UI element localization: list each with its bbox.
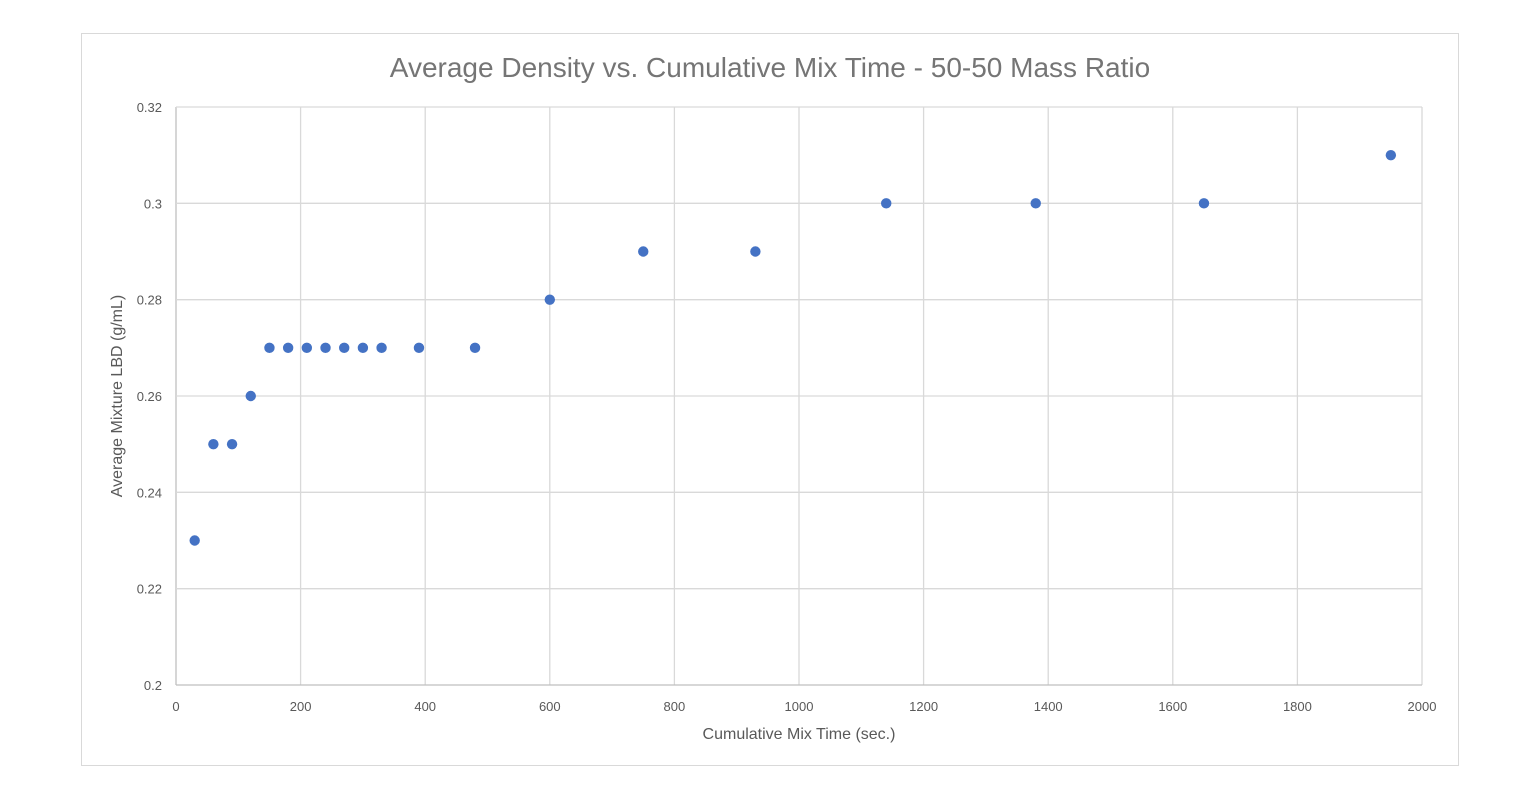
y-tick-label: 0.2: [144, 678, 162, 693]
x-tick-label: 800: [664, 699, 686, 714]
x-tick-label: 200: [290, 699, 312, 714]
data-point: [339, 342, 350, 354]
data-point: [1030, 198, 1041, 209]
data-point: [469, 342, 481, 354]
chart-title: Average Density vs. Cumulative Mix Time …: [390, 52, 1150, 83]
data-point: [413, 342, 425, 354]
y-tick-label: 0.22: [137, 582, 162, 597]
chart-frame: [81, 33, 1459, 766]
x-tick-label: 600: [539, 699, 561, 714]
data-point: [750, 246, 761, 257]
data-point: [1198, 198, 1210, 209]
y-tick-label: 0.26: [137, 389, 162, 404]
x-tick-label: 1800: [1283, 699, 1312, 714]
data-point: [301, 342, 313, 354]
data-point: [320, 342, 331, 354]
data-point: [544, 294, 555, 305]
data-point: [226, 438, 238, 450]
x-tick-label: 0: [172, 699, 179, 714]
data-point: [1385, 149, 1397, 161]
x-tick-label: 1200: [909, 699, 938, 714]
data-point: [245, 390, 256, 402]
data-point: [638, 246, 649, 257]
y-tick-label: 0.28: [137, 293, 162, 308]
x-tick-label: 2000: [1408, 699, 1437, 714]
data-point: [264, 342, 275, 354]
x-tick-label: 1600: [1158, 699, 1187, 714]
y-tick-label: 0.24: [137, 485, 162, 500]
y-tick-label: 0.3: [144, 196, 162, 211]
y-axis-label: Average Mixture LBD (g/mL): [109, 295, 126, 497]
data-point: [376, 342, 387, 354]
data-point: [282, 342, 294, 354]
x-tick-label: 1400: [1034, 699, 1063, 714]
y-tick-label: 0.32: [137, 100, 162, 115]
x-tick-label: 1000: [785, 699, 814, 714]
data-point: [881, 198, 892, 209]
data-point: [357, 342, 369, 354]
x-axis-label: Cumulative Mix Time (sec.): [703, 726, 896, 743]
data-point: [208, 438, 219, 450]
data-point: [189, 535, 200, 546]
x-tick-label: 400: [414, 699, 436, 714]
